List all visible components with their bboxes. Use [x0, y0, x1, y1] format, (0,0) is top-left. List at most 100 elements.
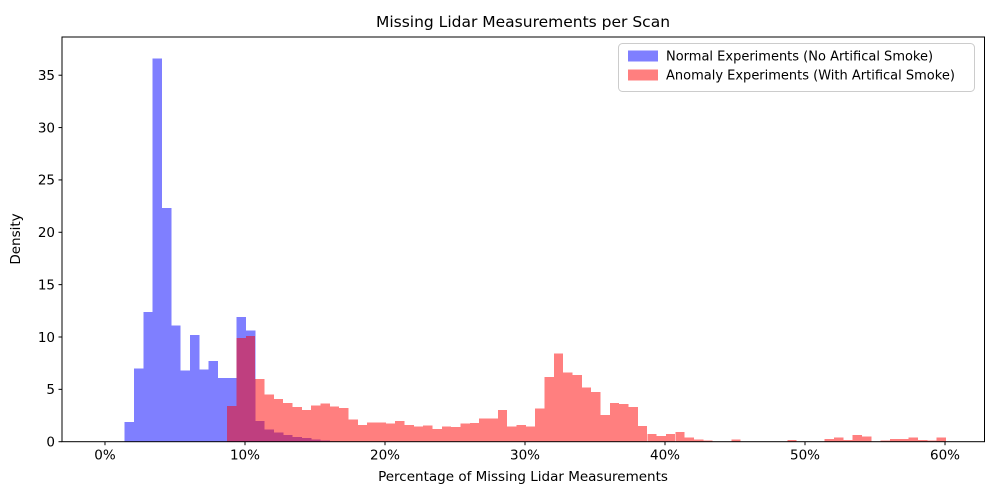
histogram-bar-anomaly	[479, 418, 489, 442]
x-tick-label: 50%	[790, 448, 820, 464]
y-tick-label: 25	[38, 173, 55, 189]
histogram-bar-anomaly	[348, 419, 358, 442]
histogram-bar-anomaly	[684, 437, 694, 442]
histogram-bar-anomaly	[936, 437, 946, 442]
histogram-bar-anomaly	[395, 420, 405, 442]
histogram-bar-anomaly	[544, 376, 554, 442]
histogram-bar-anomaly	[581, 387, 592, 442]
histogram-bar-anomaly	[675, 431, 685, 442]
x-tick-label: 40%	[650, 448, 680, 464]
histogram-bar-anomaly	[385, 423, 396, 442]
histogram-bar-anomaly	[852, 435, 862, 442]
plot-border	[61, 36, 985, 443]
histogram-bar-anomaly	[889, 438, 900, 442]
histogram-bar-anomaly	[609, 402, 620, 442]
histogram-bar-anomaly	[376, 422, 386, 442]
legend-label-normal: Normal Experiments (No Artifical Smoke)	[666, 50, 933, 65]
legend: Normal Experiments (No Artifical Smoke) …	[618, 43, 975, 92]
histogram-bar-anomaly	[665, 433, 676, 442]
histogram-bar-anomaly	[329, 406, 340, 442]
histogram-bar-anomaly	[264, 394, 274, 442]
histogram-bar-anomaly	[404, 424, 414, 442]
x-tick-label: 20%	[370, 448, 400, 464]
legend-box	[618, 43, 975, 92]
histogram-bar-anomaly	[637, 425, 648, 442]
y-tick-label: 30	[38, 120, 55, 136]
histogram-bar-anomaly	[553, 353, 564, 442]
histogram-bar-anomaly	[861, 436, 872, 442]
histogram-bar-anomaly	[273, 398, 284, 442]
histogram-bar-anomaly	[227, 406, 237, 442]
histogram-bar-anomaly	[292, 407, 302, 442]
histogram-bar-anomaly	[927, 440, 937, 442]
histogram-bar-anomaly	[535, 408, 545, 442]
chart-title: Missing Lidar Measurements per Scan	[376, 13, 670, 31]
y-tick-label: 20	[38, 225, 55, 241]
histogram-bar-anomaly	[236, 338, 246, 442]
histogram-bar-normal	[180, 370, 190, 442]
y-tick-label: 10	[38, 330, 55, 346]
histogram-bar-anomaly	[516, 424, 526, 442]
legend-swatch-anomaly	[628, 69, 658, 81]
x-tick-label: 10%	[230, 448, 260, 464]
histogram-bar-anomaly	[469, 422, 480, 442]
x-tick-label: 0%	[94, 448, 116, 464]
histogram-bar-anomaly	[563, 372, 573, 442]
histogram-bar-anomaly	[441, 426, 452, 442]
histogram-bar-normal	[161, 208, 172, 442]
histogram-bar-anomaly	[413, 426, 424, 442]
histogram-bar-anomaly	[628, 407, 638, 442]
x-tick-label: 60%	[930, 448, 960, 464]
histogram-bar-anomaly	[899, 438, 909, 442]
histogram-bar-normal	[133, 368, 144, 442]
histogram-bars	[124, 58, 946, 442]
histogram-bar-anomaly	[320, 403, 330, 442]
histogram-bar-anomaly	[423, 425, 433, 442]
histogram-bar-normal	[189, 334, 200, 442]
y-axis-label: Density	[8, 213, 24, 264]
y-tick-label: 0	[46, 435, 55, 451]
x-axis-label: Percentage of Missing Lidar Measurements	[378, 469, 668, 485]
histogram-bar-anomaly	[647, 433, 657, 442]
histogram-bar-anomaly	[432, 429, 442, 442]
histogram-bar-anomaly	[255, 378, 265, 442]
histogram-bar-anomaly	[824, 438, 834, 442]
histogram-bar-normal	[208, 361, 218, 442]
histogram-bar-anomaly	[833, 437, 844, 442]
histogram-bar-anomaly	[301, 409, 312, 442]
axes: 0% 10% 20% 30% 40% 50% 60% 0 5 10 15 20 25 30 35	[38, 36, 985, 464]
histogram-bar-anomaly	[245, 335, 256, 442]
histogram-bar-anomaly	[787, 440, 797, 442]
histogram-bar-anomaly	[311, 405, 321, 442]
histogram-bar-anomaly	[693, 439, 704, 442]
legend-swatch-normal	[628, 50, 658, 62]
histogram-bar-anomaly	[591, 391, 601, 442]
histogram-bar-normal	[217, 377, 228, 442]
histogram-bar-anomaly	[507, 426, 517, 442]
histogram-bar-anomaly	[339, 408, 349, 442]
histogram-bar-anomaly	[497, 409, 508, 442]
histogram-bar-normal	[143, 311, 153, 442]
y-tick-label: 5	[46, 382, 55, 398]
histogram-bar-anomaly	[283, 402, 293, 442]
histogram-bar-anomaly	[917, 440, 928, 442]
histogram-bar-anomaly	[880, 440, 890, 442]
histogram-bar-anomaly	[703, 440, 713, 442]
histogram-bar-anomaly	[619, 404, 629, 442]
histogram-bar-normal	[152, 58, 162, 442]
histogram-bar-anomaly	[843, 440, 853, 442]
histogram-bar-normal	[199, 369, 209, 442]
histogram-bar-normal	[171, 325, 181, 442]
histogram-bar-anomaly	[600, 415, 610, 442]
histogram-bar-anomaly	[357, 424, 368, 442]
y-tick-label: 35	[38, 68, 55, 84]
histogram-bar-anomaly	[656, 435, 666, 442]
histogram-bar-anomaly	[525, 426, 536, 442]
y-tick-label: 15	[38, 277, 55, 293]
histogram-bar-anomaly	[460, 423, 470, 442]
histogram-bar-normal	[124, 421, 134, 442]
histogram-bar-anomaly	[488, 418, 498, 442]
legend-label-anomaly: Anomaly Experiments (With Artifical Smok…	[666, 69, 955, 84]
